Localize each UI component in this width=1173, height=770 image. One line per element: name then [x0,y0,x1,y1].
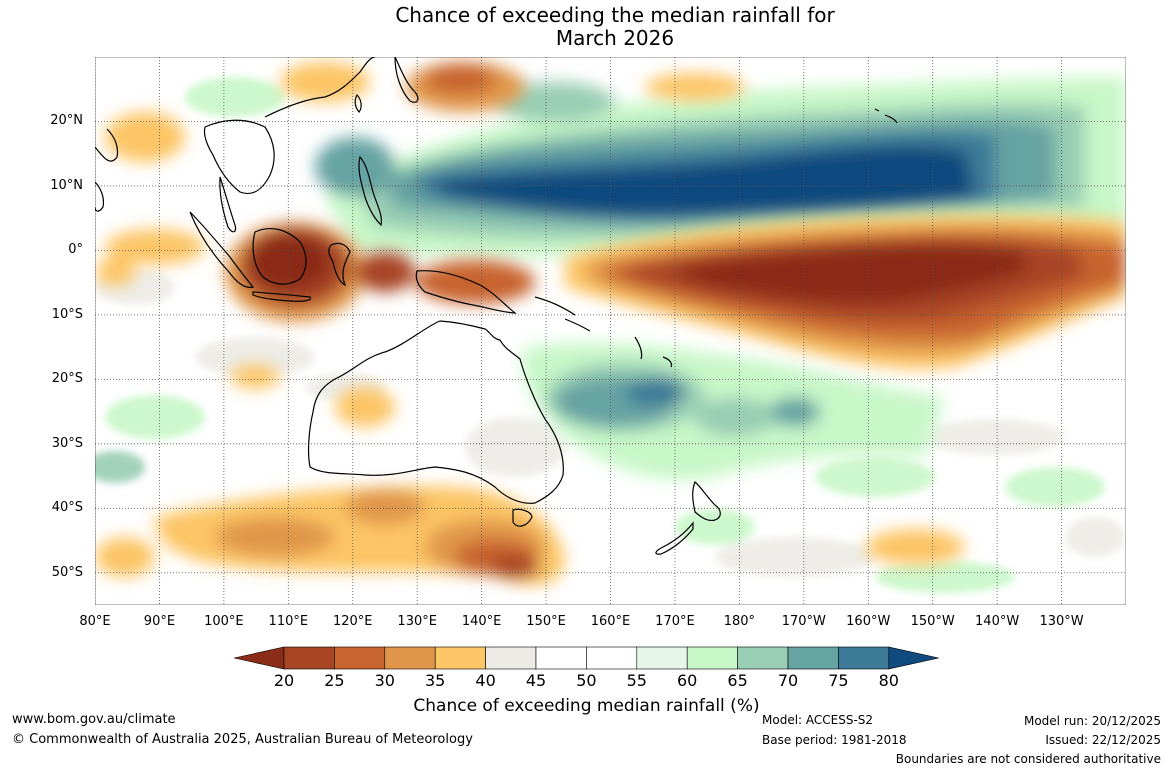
longitude-tick-label: 80°E [79,614,111,629]
indochina-coastline [203,119,275,195]
longitude-tick-label: 170°W [781,614,826,629]
solomon-islands [534,296,591,332]
legend-arrow-low [234,646,285,670]
legend-tick-label: 75 [828,671,849,690]
longitude-tick-label: 180° [723,614,756,629]
legend-colorbar [234,646,939,670]
japan-coastline [394,57,419,103]
longitude-tick-label: 130°W [1039,614,1084,629]
longitude-tick-label: 130°E [397,614,437,629]
latitude-tick-label: 10°N [50,177,83,193]
legend-color-cell [838,646,890,670]
title-line-2: March 2026 [555,26,675,50]
australia-coastline [307,320,564,504]
latitude-tick-label: 10°S [51,306,83,322]
base-period: Base period: 1981-2018 [762,733,907,747]
sulawesi-coastline [328,242,351,287]
legend-color-cell [686,646,738,670]
latitude-tick-label: 40°S [51,500,83,516]
legend-arrow-high [888,646,939,670]
longitude-tick-label: 100°E [204,614,244,629]
china-coastline [264,57,376,118]
borneo-coastline [252,228,307,285]
legend-label: Chance of exceeding median rainfall (%) [413,696,760,716]
legend-tick-label: 45 [525,671,547,690]
longitude-tick-label: 170°E [655,614,695,629]
latitude-tick-label: 20°N [50,113,83,129]
dry-band-pacific [565,214,1126,369]
legend-tick-label: 20 [273,671,295,690]
longitude-tick-label: 150°E [526,614,566,629]
tasmania-coastline [512,508,533,527]
legend-color-cell [384,646,436,670]
hawaii-islands [874,108,898,124]
latitude-tick-label: 0° [68,242,83,258]
model-name: Model: ACCESS-S2 [762,713,874,727]
longitude-tick-label: 140°W [975,614,1020,629]
legend-tick-label: 35 [425,671,446,690]
legend-tick-label: 25 [324,671,345,690]
legend-tick-label: 60 [677,671,698,690]
graticule [95,57,1126,605]
longitude-tick-label: 90°E [143,614,176,629]
legend-color-cell [535,646,587,670]
new-zealand-north [692,481,721,522]
india-coastline [95,128,119,212]
philippines-coastline [358,155,382,227]
longitude-tick-label: 120°E [332,614,373,629]
legend-tick-label: 70 [777,671,799,690]
legend-tick-label: 80 [878,671,899,690]
website-url[interactable]: www.bom.gov.au/climate [12,712,176,727]
longitude-tick-label: 140°E [461,614,502,629]
wet-band-north [315,77,1126,257]
sumatra-coastline [189,211,255,288]
legend-tick-label: 50 [576,671,597,690]
copyright: © Commonwealth of Australia 2025, Austra… [12,732,473,747]
longitude-tick-label: 160°W [846,614,891,629]
legend-color-cell [636,646,688,670]
legend-color-cell [485,646,537,670]
dry-belt-south [95,365,965,586]
model-run: Model run: 20/12/2025 [1023,714,1161,728]
legend-color-cell [586,646,638,670]
legend-color-cell [787,646,839,670]
longitude-tick-label: 110°E [268,614,309,629]
legend-tick-label: 30 [374,671,395,690]
legend-color-cell [737,646,789,670]
vanuatu-fiji-islands [634,336,673,368]
legend-tick-label: 55 [626,671,647,690]
legend-tick-label: 40 [475,671,496,690]
legend-color-cell [283,646,335,670]
dry-patches-north [105,62,745,162]
legend-tick-label: 65 [727,671,748,690]
taiwan-coastline [354,93,362,113]
title-line-1: Chance of exceeding the median rainfall … [395,3,835,27]
latitude-tick-label: 20°S [51,371,83,387]
latitude-tick-label: 50°S [51,564,83,580]
legend-color-cell [434,646,486,670]
java-coastline [252,291,312,302]
longitude-tick-label: 150°W [910,614,955,629]
malay-peninsula [219,176,237,233]
map-canvas [95,57,1126,605]
map-title: Chance of exceeding the median rainfall … [0,4,1173,50]
latitude-tick-label: 30°S [51,435,83,451]
boundary-disclaimer: Boundaries are not considered authoritat… [895,752,1161,766]
longitude-tick-label: 160°E [590,614,631,629]
new-zealand-south [655,521,694,555]
rainfall-map [95,57,1126,605]
new-guinea-coastline [415,270,517,314]
issued-date: Issued: 22/12/2025 [1045,733,1161,747]
coastlines [95,57,898,555]
legend-color-cell [334,646,386,670]
